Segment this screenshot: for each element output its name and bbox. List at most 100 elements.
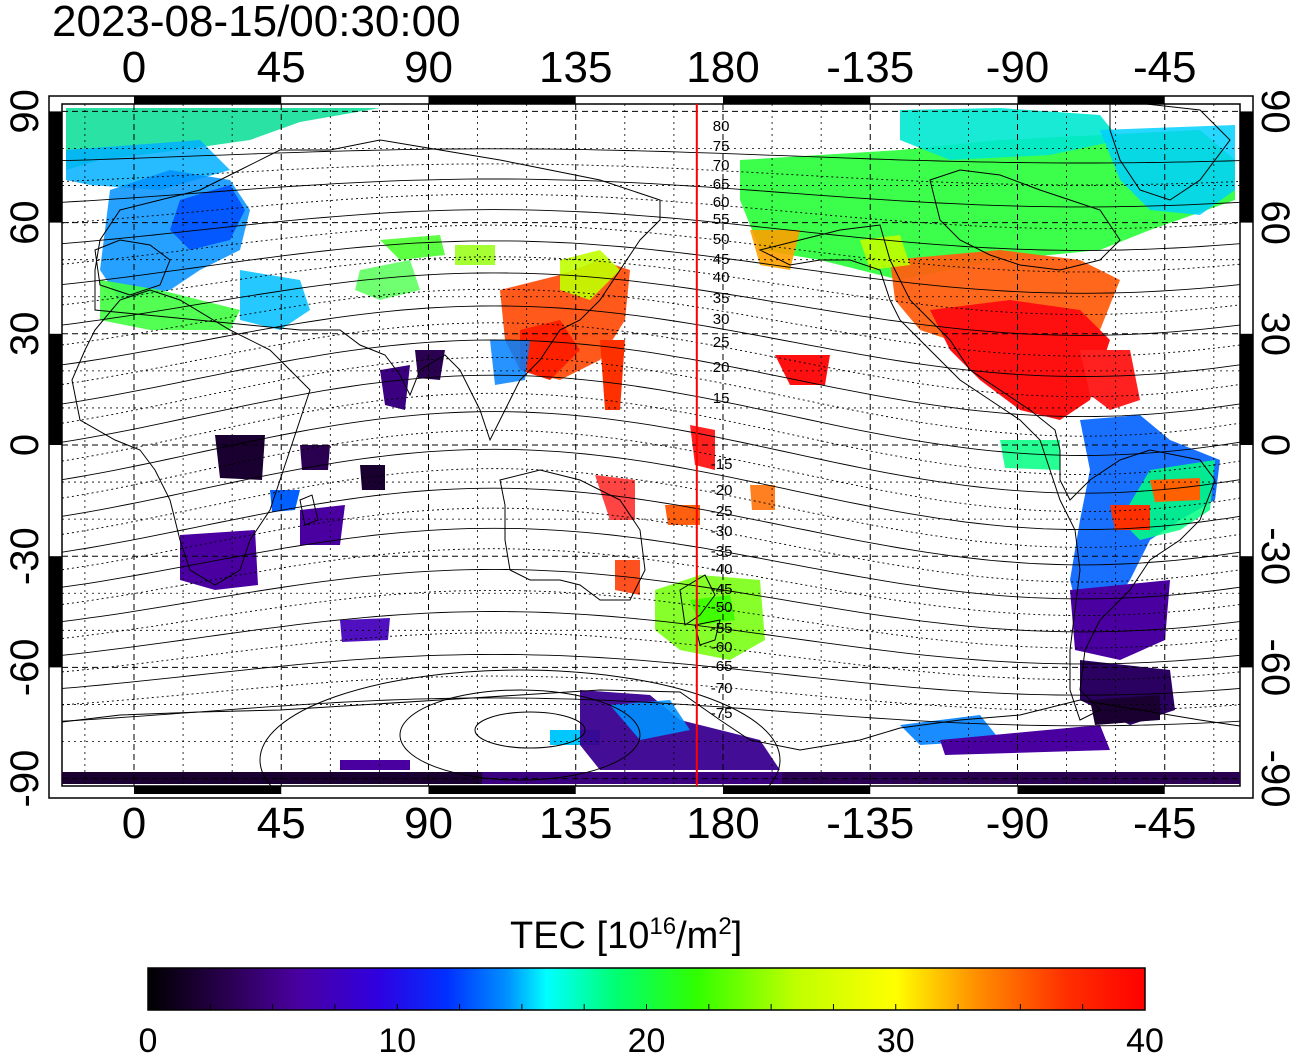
lat-tick-label-right: 30 [1253, 312, 1294, 357]
lon-tick-label-top: 0 [122, 43, 146, 92]
border-segment [1017, 96, 1165, 104]
contour-line [62, 163, 1240, 186]
lon-tick-label-top: 90 [404, 43, 453, 92]
lon-tick-label-top: 45 [257, 43, 306, 92]
map-border-scale [49, 96, 1253, 794]
lat-tick-label-left: 60 [3, 200, 47, 245]
colorbar-title: TEC [1016/m2] [510, 913, 742, 957]
border-segment [49, 111, 62, 223]
colorbar-tick-label: 10 [378, 1022, 416, 1057]
contour-label: -55 [711, 620, 733, 637]
lon-tick-label-bottom: -135 [826, 799, 914, 848]
colorbar [147, 967, 1146, 1011]
contour-label: -60 [711, 639, 733, 656]
lat-tick-label-right: 90 [1253, 89, 1294, 134]
contour-label: 60 [713, 194, 730, 211]
contour-label: 35 [713, 290, 730, 307]
contour-line [62, 193, 1240, 230]
colorbar-ticks: 0 10 20 30 40 [139, 1004, 1164, 1057]
contour-line [62, 272, 1240, 336]
colorbar-tick-label: 30 [877, 1022, 915, 1057]
contour-line [62, 209, 1240, 251]
border-segment [722, 786, 871, 794]
contour-label: -45 [711, 581, 733, 598]
contour-line [62, 448, 1240, 531]
border-segment [49, 333, 62, 445]
contour-line [62, 240, 1240, 294]
lon-tick-label-top: 135 [539, 43, 612, 92]
contour-label: 25 [713, 334, 730, 351]
lon-tick-label-bottom: 90 [404, 799, 453, 848]
lat-tick-label-left: -90 [3, 750, 47, 808]
lat-tick-label-left: -30 [3, 527, 47, 585]
lat-tick-label-left: 0 [3, 434, 47, 456]
contour-line [62, 468, 1240, 548]
border-segment [1240, 111, 1253, 223]
border-segment [49, 556, 62, 668]
contour-label: -25 [711, 503, 733, 520]
lon-tick-label-top: 180 [686, 43, 759, 92]
lon-tick-label-top: -135 [826, 43, 914, 92]
contour-line [474, 711, 586, 749]
lat-tick-label-left: -60 [3, 638, 47, 696]
contour-label: 15 [713, 390, 730, 407]
border-segment [722, 96, 871, 104]
contour-line [62, 548, 1240, 616]
lon-tick-label-bottom: 180 [686, 799, 759, 848]
contour-line [62, 224, 1240, 273]
lat-tick-label-right: -60 [1253, 638, 1294, 696]
contour-line [62, 611, 1240, 665]
contour-label: 80 [713, 118, 730, 135]
contour-line [399, 689, 641, 781]
border-segment [1240, 556, 1253, 668]
colorbar-tick-label: 20 [628, 1022, 666, 1057]
contour-line [62, 288, 1240, 357]
contour-line [62, 632, 1240, 681]
lon-tick-label-bottom: 135 [539, 799, 612, 848]
border-segment [428, 96, 576, 104]
contour-label: -75 [711, 705, 733, 722]
contour-line [62, 339, 1240, 418]
contour-label: 30 [713, 311, 730, 328]
contour-label: 65 [713, 176, 730, 193]
border-segment [133, 786, 282, 794]
contour-label: -70 [711, 680, 733, 697]
contour-line [62, 411, 1240, 494]
contour-label: -35 [711, 543, 733, 560]
contour-label: -50 [711, 599, 733, 616]
border-segment [1240, 333, 1253, 445]
lat-tick-label-right: -90 [1253, 750, 1294, 808]
axis-tick-labels: 0045459090135135180180-135-135-90-90-45-… [3, 43, 1294, 848]
lat-tick-label-right: 0 [1253, 434, 1294, 456]
contour-label: 70 [713, 157, 730, 174]
lat-tick-label-left: 90 [3, 89, 47, 134]
lon-tick-label-top: -90 [986, 43, 1050, 92]
contour-label: 40 [713, 269, 730, 286]
timestamp-title: 2023-08-15/00:30:00 [52, 0, 461, 46]
contour-line [62, 653, 1240, 696]
contour-line [62, 429, 1240, 513]
border-segment [133, 96, 282, 104]
contour-label: 50 [713, 231, 730, 248]
contour-line [62, 527, 1240, 600]
lon-tick-label-bottom: -90 [986, 799, 1050, 848]
contour-line [62, 148, 1240, 164]
lon-tick-label-bottom: 45 [257, 799, 306, 848]
lat-tick-label-right: 60 [1253, 200, 1294, 245]
colorbar-tick-label: 40 [1126, 1022, 1164, 1057]
lat-tick-label-left: 30 [3, 312, 47, 357]
contour-line [62, 374, 1240, 456]
contour-label: -30 [711, 523, 733, 540]
contour-label: -20 [711, 482, 733, 499]
contour-line [62, 392, 1240, 475]
lon-tick-label-bottom: 0 [122, 799, 146, 848]
lon-tick-label-bottom: -45 [1133, 799, 1197, 848]
contour-line [62, 697, 1240, 727]
coastlines [62, 104, 1240, 751]
border-segment [1017, 786, 1165, 794]
magnetic-latitude-contours [62, 148, 1240, 786]
contour-label: -15 [711, 456, 733, 473]
contour-label: 75 [713, 138, 730, 155]
contour-line [259, 669, 781, 786]
